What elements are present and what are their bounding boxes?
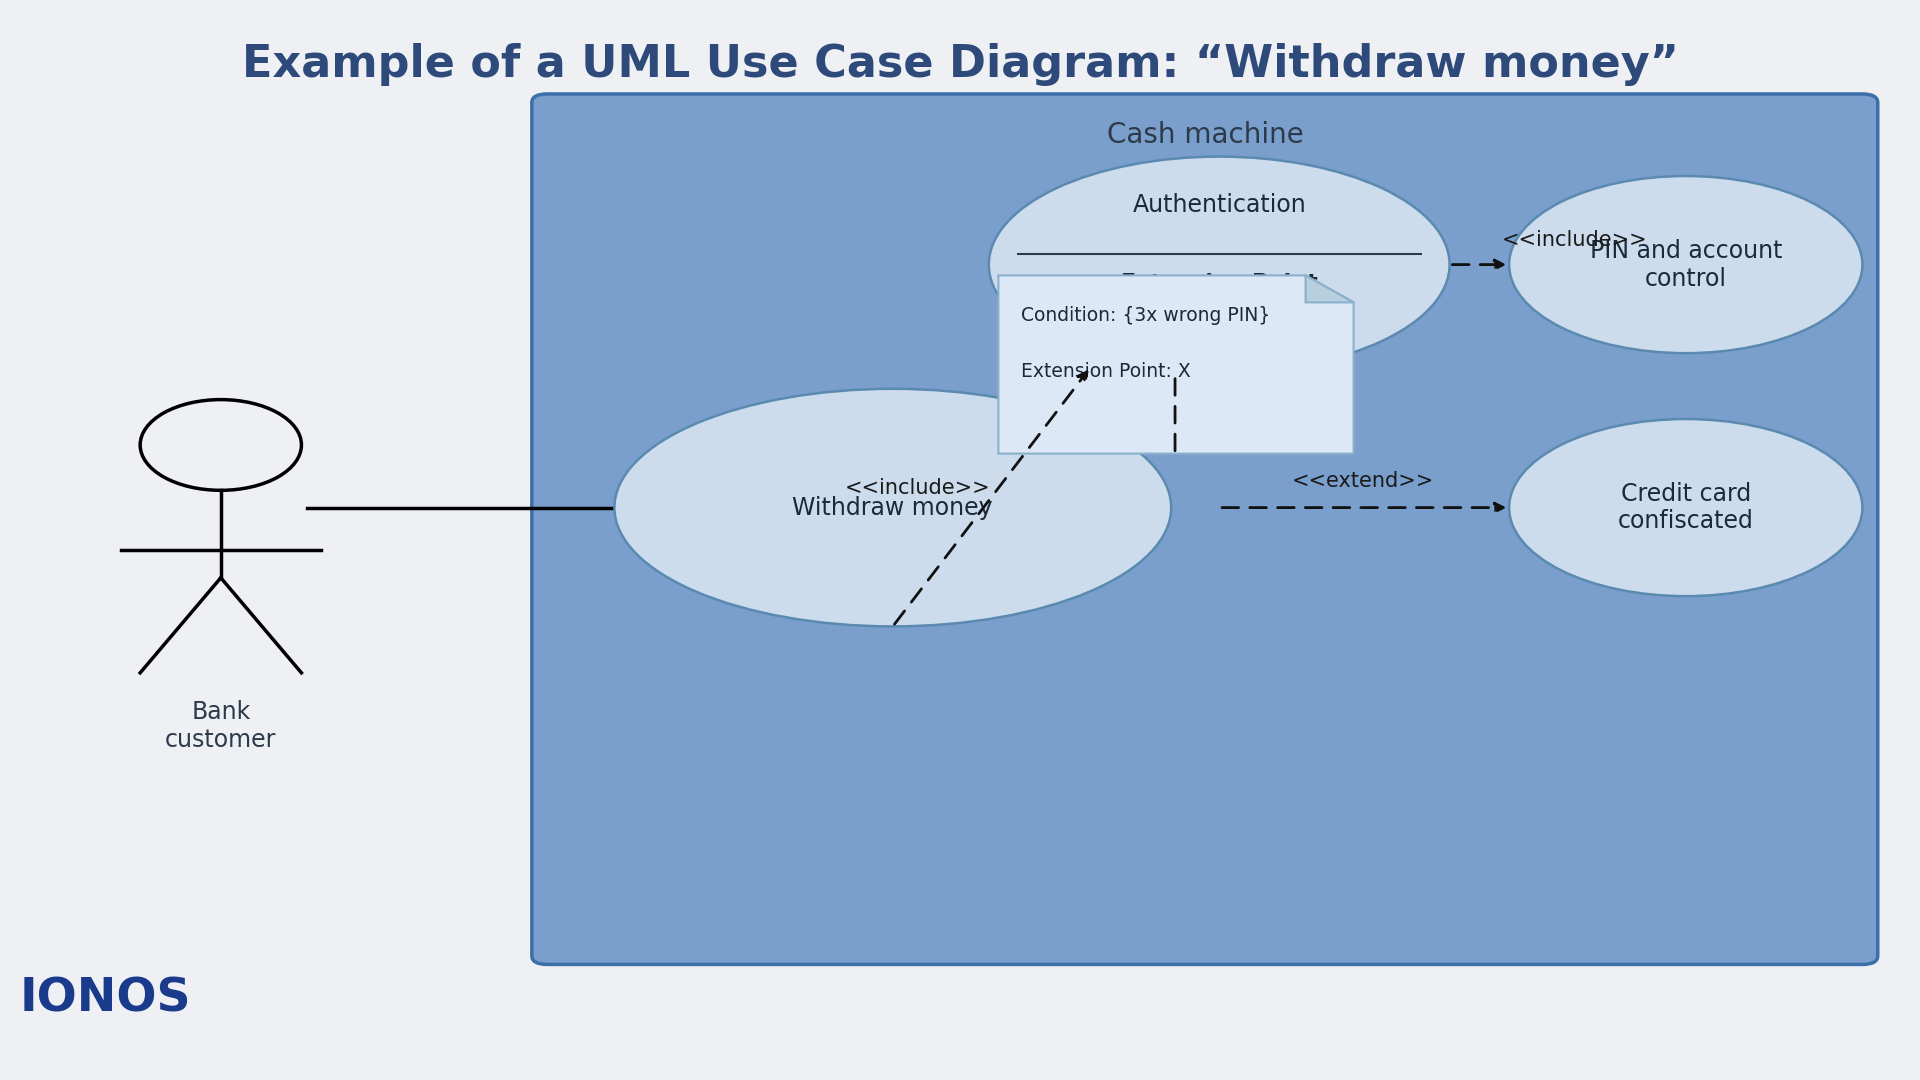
Text: PIN and account
control: PIN and account control	[1590, 239, 1782, 291]
Ellipse shape	[1509, 419, 1862, 596]
Text: Bank
customer: Bank customer	[165, 700, 276, 752]
Text: Cash machine: Cash machine	[1108, 121, 1304, 149]
Ellipse shape	[989, 157, 1450, 373]
Text: <<include>>: <<include>>	[1501, 230, 1647, 249]
Polygon shape	[998, 275, 1354, 454]
Ellipse shape	[1509, 176, 1862, 353]
Text: following wrong PIN: following wrong PIN	[1123, 321, 1315, 340]
Text: Condition: {3x wrong PIN}: Condition: {3x wrong PIN}	[1021, 306, 1271, 325]
Ellipse shape	[614, 389, 1171, 626]
Text: X: Card confiscated: X: Card confiscated	[1123, 297, 1315, 316]
Text: Example of a UML Use Case Diagram: “Withdraw money”: Example of a UML Use Case Diagram: “With…	[242, 43, 1678, 86]
FancyBboxPatch shape	[532, 94, 1878, 964]
Text: IONOS: IONOS	[19, 976, 192, 1022]
Text: Credit card
confiscated: Credit card confiscated	[1619, 482, 1753, 534]
Text: Authentication: Authentication	[1133, 193, 1306, 217]
Text: <<extend>>: <<extend>>	[1292, 471, 1434, 490]
Polygon shape	[1306, 275, 1354, 302]
Text: Extension Point: Extension Point	[1121, 273, 1317, 294]
Text: entered 3x: entered 3x	[1165, 345, 1273, 364]
Text: <<include>>: <<include>>	[845, 478, 991, 498]
Text: Extension Point: X: Extension Point: X	[1021, 362, 1190, 381]
Text: Withdraw money: Withdraw money	[793, 496, 993, 519]
